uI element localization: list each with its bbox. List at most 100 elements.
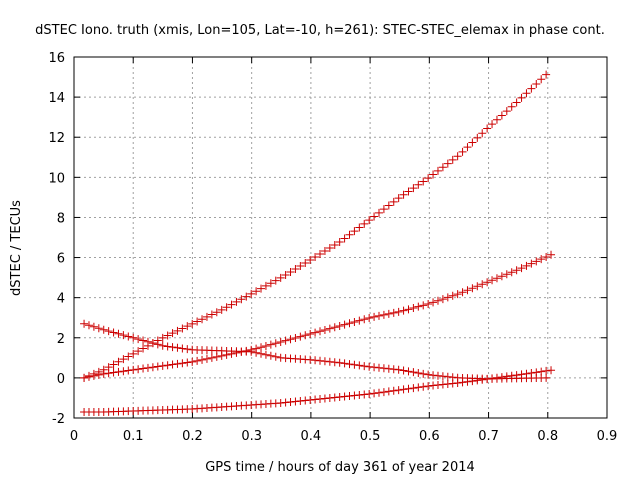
data-point xyxy=(394,386,403,395)
x-tick-label: 0.1 xyxy=(123,429,144,444)
data-point xyxy=(488,276,497,285)
data-point xyxy=(374,311,383,320)
data-point xyxy=(492,115,501,124)
data-point xyxy=(286,335,295,344)
data-point xyxy=(163,361,172,370)
data-point xyxy=(355,223,364,232)
data-point xyxy=(458,378,467,387)
data-point xyxy=(178,324,187,333)
data-point xyxy=(404,384,413,393)
data-point xyxy=(394,365,403,374)
data-point xyxy=(345,360,354,369)
data-point xyxy=(384,201,393,210)
data-point xyxy=(227,300,236,309)
data-point xyxy=(497,111,506,120)
data-point xyxy=(207,310,216,319)
data-point xyxy=(384,387,393,396)
data-point xyxy=(429,170,438,179)
data-point xyxy=(453,290,462,299)
data-point xyxy=(443,293,452,302)
data-point xyxy=(296,332,305,341)
data-point xyxy=(360,219,369,228)
axes: 0 0.1 0.2 0.3 0.4 0.5 0.6 0.7 0.8 0.9 -2 0 2 4 6 8 10 12 1… xyxy=(48,51,617,444)
y-tick-label: 6 xyxy=(57,252,65,267)
data-point xyxy=(271,339,280,348)
data-point xyxy=(84,321,93,330)
data-point xyxy=(311,252,320,261)
data-point xyxy=(325,244,334,253)
data-point xyxy=(502,372,511,381)
data-point xyxy=(468,138,477,147)
data-point xyxy=(350,227,359,236)
data-point xyxy=(360,315,369,324)
data-point xyxy=(286,267,295,276)
data-point xyxy=(168,329,177,338)
data-point xyxy=(80,319,89,328)
x-tick-label: 0.6 xyxy=(419,429,440,444)
data-point xyxy=(502,270,511,279)
data-point xyxy=(217,305,226,314)
data-point xyxy=(276,337,285,346)
data-point xyxy=(202,354,211,363)
data-point xyxy=(532,257,541,266)
data-point xyxy=(414,180,423,189)
data-point xyxy=(114,329,123,338)
data-point xyxy=(335,321,344,330)
y-tick-label: 8 xyxy=(57,211,65,226)
data-point xyxy=(335,238,344,247)
data-point xyxy=(483,375,492,384)
data-point xyxy=(433,166,442,175)
data-point xyxy=(330,241,339,250)
data-point xyxy=(350,317,359,326)
data-point xyxy=(355,361,364,370)
data-point xyxy=(370,312,379,321)
data-point xyxy=(532,368,541,377)
data-point xyxy=(158,361,167,370)
data-point xyxy=(374,388,383,397)
data-point xyxy=(153,340,162,349)
series-1 xyxy=(80,70,551,382)
data-point xyxy=(178,344,187,353)
data-point xyxy=(311,328,320,337)
data-point xyxy=(134,347,143,356)
data-point xyxy=(325,324,334,333)
data-point xyxy=(492,373,501,382)
data-point xyxy=(252,348,261,357)
data-point xyxy=(296,261,305,270)
data-point xyxy=(527,369,536,378)
data-point xyxy=(306,255,315,264)
data-point xyxy=(261,341,270,350)
grid xyxy=(74,57,607,418)
data-point xyxy=(532,79,541,88)
data-point xyxy=(379,310,388,319)
data-point xyxy=(517,264,526,273)
data-point xyxy=(94,324,103,333)
data-point xyxy=(340,359,349,368)
data-point xyxy=(183,345,192,354)
data-point xyxy=(527,84,536,93)
data-point xyxy=(247,289,256,298)
data-point xyxy=(497,272,506,281)
data-point xyxy=(424,382,433,391)
data-point xyxy=(483,278,492,287)
data-point xyxy=(198,355,207,364)
data-point xyxy=(404,187,413,196)
data-point xyxy=(424,370,433,379)
data-point xyxy=(473,282,482,291)
data-point xyxy=(394,307,403,316)
data-point xyxy=(448,291,457,300)
data-point xyxy=(193,356,202,365)
data-point xyxy=(247,347,256,356)
data-point xyxy=(547,366,556,375)
data-point xyxy=(266,351,275,360)
data-point xyxy=(394,194,403,203)
data-point xyxy=(419,177,428,186)
data-point xyxy=(237,295,246,304)
series-4 xyxy=(80,366,556,416)
data-point xyxy=(507,268,516,277)
data-point xyxy=(473,133,482,142)
data-point xyxy=(129,349,138,358)
data-point xyxy=(419,369,428,378)
plot-frame xyxy=(73,56,608,419)
data-point xyxy=(379,388,388,397)
